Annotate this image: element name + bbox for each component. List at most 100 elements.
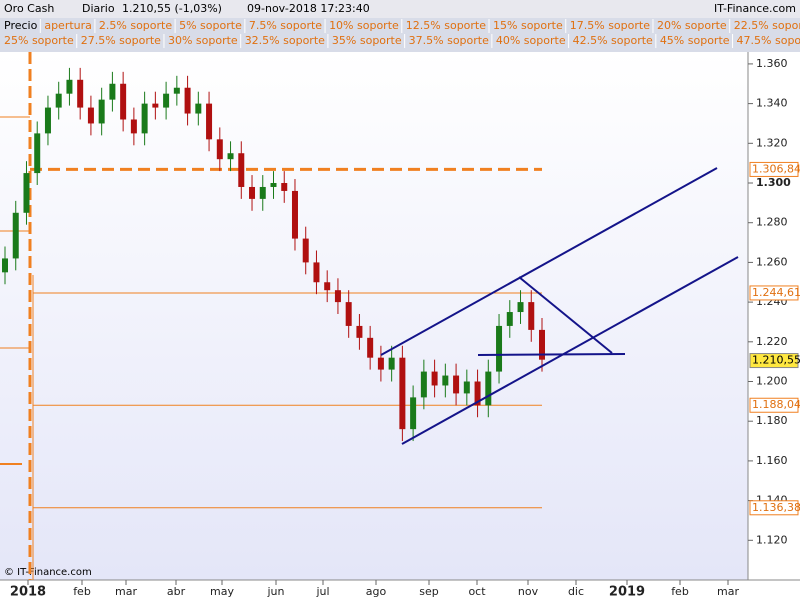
candle-body (291, 190, 298, 239)
footer: © IT-Finance.com (4, 567, 92, 578)
candle-body (184, 87, 191, 114)
y-tick-label: 1.320 (756, 136, 788, 149)
candle-body (377, 357, 384, 370)
legend-item: 45% soporte (660, 34, 730, 47)
level-label: 1.188,04 (752, 398, 800, 411)
x-tick-label: feb (73, 585, 91, 598)
y-tick-label: 1.300 (756, 176, 791, 189)
legend-item: 2.5% soporte (99, 19, 172, 32)
brand: IT-Finance.com (714, 2, 796, 15)
y-tick-label: 1.220 (756, 335, 788, 348)
y-tick-label: 1.360 (756, 57, 788, 70)
x-tick-label: jul (315, 585, 329, 598)
candle-body (23, 173, 30, 213)
candle-body (141, 103, 148, 134)
candle-body (55, 93, 62, 108)
x-tick-label: oct (468, 585, 486, 598)
level-label: 1.244,61 (752, 286, 800, 299)
legend-item: 15% soporte (493, 19, 563, 32)
x-tick-label: dic (568, 585, 584, 598)
candle-body (173, 87, 180, 94)
candle-body (313, 262, 320, 283)
candle-body (388, 357, 395, 370)
legend-item: Precio (4, 19, 38, 32)
candle-body (528, 302, 535, 330)
y-tick-label: 1.120 (756, 533, 788, 546)
legend-item: apertura (44, 19, 92, 32)
timestamp: 09-nov-2018 17:23:40 (247, 2, 370, 15)
candle-body (98, 99, 105, 124)
candle-body (238, 153, 245, 187)
candle-body (506, 312, 513, 326)
candle-body (420, 371, 427, 398)
candle-body (87, 107, 94, 124)
current-price-box (749, 353, 799, 369)
candle-body (206, 103, 213, 140)
level-label-box (749, 500, 799, 516)
legend-item: 10% soporte (329, 19, 399, 32)
candle-body (120, 83, 127, 120)
last-price: 1.210,55 (-1,03%) (122, 2, 222, 15)
instrument: Oro Cash (4, 2, 54, 15)
x-tick-label: sep (419, 585, 438, 598)
y-tick-label: 1.280 (756, 216, 788, 229)
candle-body (302, 238, 309, 263)
x-tick-label: 2019 (609, 585, 645, 600)
candle-body (216, 139, 223, 160)
plot-area (0, 52, 748, 580)
candle-body (431, 371, 438, 386)
candle-body (485, 371, 492, 406)
level-label-box (749, 285, 799, 301)
legend-item: 12.5% soporte (406, 19, 486, 32)
candle-body (453, 375, 460, 394)
legend-item: 22.5% soporte (734, 19, 800, 32)
candle-body (77, 79, 84, 108)
triangle-base (477, 353, 626, 356)
legend-item: 37.5% soporte (409, 34, 489, 47)
candle-body (324, 282, 331, 291)
legend-item: 20% soporte (657, 19, 727, 32)
candle-body (496, 325, 503, 372)
triangle-side (518, 276, 613, 354)
candle-body (399, 357, 406, 430)
x-tick-label: 2018 (10, 585, 46, 600)
x-tick-label: nov (518, 585, 539, 598)
candle-body (44, 107, 51, 134)
candle-body (281, 183, 288, 191)
candle-body (442, 375, 449, 386)
x-tick-label: feb (671, 585, 689, 598)
level-label: 1.306,84 (752, 162, 800, 175)
channel-lower (401, 256, 739, 445)
candle-body (12, 212, 19, 259)
x-tick-label: mar (717, 585, 739, 598)
candle-body (152, 103, 159, 108)
candle-body (356, 325, 363, 338)
candle-body (259, 186, 266, 199)
legend-item: 35% soporte (332, 34, 402, 47)
current-price-label: 1.210,55 (752, 354, 800, 367)
candle-body (34, 133, 41, 174)
candle-body (345, 302, 352, 326)
legend-item: 32.5% soporte (245, 34, 325, 47)
candle-body (66, 79, 73, 94)
candle-body (410, 397, 417, 430)
y-tick-label: 1.160 (756, 454, 788, 467)
legend-item: 47.5% soporte (737, 34, 800, 47)
x-tick-label: mar (115, 585, 137, 598)
legend-item: 40% soporte (496, 34, 566, 47)
candle-body (109, 83, 116, 100)
legend-item: 42.5% soporte (573, 34, 653, 47)
legend-item: 17.5% soporte (570, 19, 650, 32)
legend-item: 7.5% soporte (249, 19, 322, 32)
level-label-box (749, 397, 799, 413)
y-tick-label: 1.180 (756, 414, 788, 427)
candle-body (474, 381, 481, 406)
candle-body (270, 183, 277, 187)
header-bar (0, 0, 800, 18)
candle-body (334, 290, 341, 303)
x-tick-label: may (210, 585, 234, 598)
legend-bar (0, 18, 800, 52)
level-label-box (749, 161, 799, 177)
candle-body (463, 381, 470, 394)
